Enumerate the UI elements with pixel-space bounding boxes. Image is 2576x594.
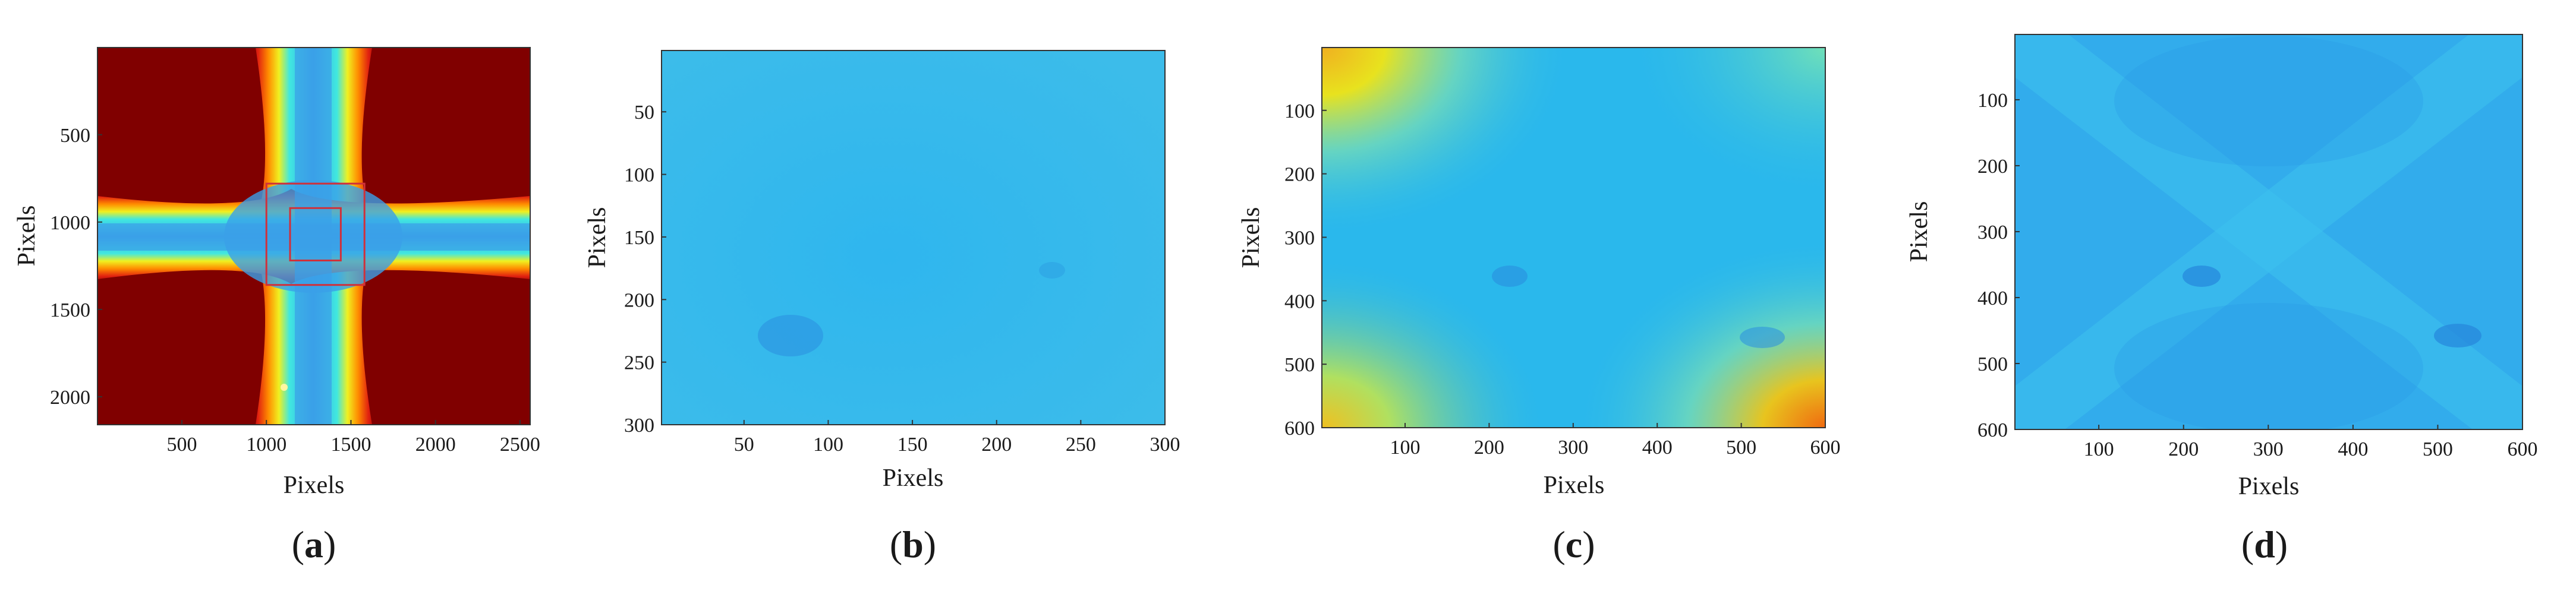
chart-c-svg: 100 200 300 400 500 600 100 200 300 400 500 600 Pi… bbox=[1237, 47, 1841, 499]
y-tick-label: 250 bbox=[624, 352, 654, 374]
heatmap-c-corner-tr bbox=[1322, 48, 1825, 428]
x-tick-label: 200 bbox=[2168, 438, 2199, 460]
panel-b: 50 100 150 200 250 300 50 100 150 200 250 300 Pixe… bbox=[584, 0, 1224, 594]
heatmap-c-dark-patch-2 bbox=[1740, 327, 1785, 348]
y-axis-label-a: Pixels bbox=[13, 206, 40, 267]
x-axis-label-b: Pixels bbox=[883, 465, 944, 492]
x-tick-label: 600 bbox=[2508, 438, 2538, 460]
heatmap-b bbox=[662, 50, 1165, 425]
y-tick-label: 500 bbox=[1977, 353, 2008, 375]
x-tick-label: 100 bbox=[2084, 438, 2114, 460]
heatmap-d-shade-bottom bbox=[2114, 303, 2423, 429]
y-tick-label: 50 bbox=[634, 102, 654, 124]
x-tick-label: 250 bbox=[1066, 434, 1096, 456]
chart-d-svg: 100 200 300 400 500 600 100 200 300 400 500 600 Pi… bbox=[1906, 34, 2538, 500]
y-tick-label: 500 bbox=[1284, 354, 1315, 376]
x-tick-label: 300 bbox=[1558, 437, 1588, 459]
y-tick-label: 400 bbox=[1977, 287, 2008, 309]
y-tick-label: 200 bbox=[1284, 164, 1315, 186]
y-tick-label: 2000 bbox=[50, 387, 90, 409]
y-tick-label: 300 bbox=[1284, 227, 1315, 249]
x-tick-label: 500 bbox=[1726, 437, 1756, 459]
chart-b-svg: 50 100 150 200 250 300 50 100 150 200 250 300 Pixe… bbox=[584, 50, 1180, 492]
chart-a-svg: 500 1000 1500 2000 2500 500 1000 1500 2000 Pixe… bbox=[13, 47, 540, 499]
y-tick-label: 1000 bbox=[50, 212, 90, 234]
x-tick-label: 400 bbox=[2338, 438, 2368, 460]
heatmap-d-shade-top bbox=[2114, 36, 2423, 166]
x-ticks-b: 50 100 150 200 250 300 bbox=[734, 420, 1180, 456]
y-ticks-c: 100 200 300 400 500 600 bbox=[1284, 100, 1327, 440]
x-tick-label: 500 bbox=[166, 434, 197, 456]
heatmap-d-dark-patch bbox=[2183, 266, 2221, 287]
y-tick-label: 150 bbox=[624, 227, 654, 249]
y-tick-label: 100 bbox=[624, 165, 654, 187]
y-tick-label: 1500 bbox=[50, 299, 90, 321]
x-tick-label: 400 bbox=[1642, 437, 1673, 459]
y-tick-label: 200 bbox=[624, 289, 654, 311]
plot-frame-a bbox=[97, 47, 531, 425]
panel-c: 100 200 300 400 500 600 100 200 300 400 500 600 Pi… bbox=[1224, 0, 1890, 594]
caption-c: (c) bbox=[1552, 523, 1595, 565]
y-tick-label: 400 bbox=[1284, 290, 1315, 312]
y-axis-label-d: Pixels bbox=[1906, 201, 1933, 263]
annotations-a bbox=[265, 182, 366, 286]
heatmap-b-dark-patch bbox=[758, 315, 823, 356]
panel-a: 500 1000 1500 2000 2500 500 1000 1500 2000 Pixe… bbox=[0, 0, 594, 594]
y-tick-label: 500 bbox=[60, 125, 90, 147]
x-tick-label: 1000 bbox=[246, 434, 286, 456]
heatmap-b-dark-patch-2 bbox=[1039, 262, 1065, 279]
x-ticks-d: 100 200 300 400 500 600 bbox=[2084, 425, 2538, 460]
heatmap-d-dark-patch-2 bbox=[2434, 324, 2481, 347]
y-tick-label: 600 bbox=[1284, 418, 1315, 440]
panel-d: 100 200 300 400 500 600 100 200 300 400 500 600 Pi… bbox=[1890, 0, 2576, 594]
x-axis-label-d: Pixels bbox=[2238, 473, 2300, 500]
caption-d: (d) bbox=[2241, 523, 2288, 565]
heatmap-a-core-h bbox=[97, 223, 530, 251]
x-tick-label: 100 bbox=[813, 434, 843, 456]
y-tick-label: 100 bbox=[1284, 100, 1315, 122]
x-tick-label: 150 bbox=[897, 434, 928, 456]
x-tick-label: 300 bbox=[2253, 438, 2284, 460]
y-ticks-b: 50 100 150 200 250 300 bbox=[624, 102, 666, 437]
y-tick-label: 300 bbox=[1977, 222, 2008, 244]
x-tick-label: 50 bbox=[734, 434, 754, 456]
plot-frame-b bbox=[661, 50, 1166, 425]
y-ticks-a: 500 1000 1500 2000 bbox=[50, 125, 102, 409]
heatmap-a-spot bbox=[281, 384, 288, 391]
caption-b: (b) bbox=[889, 523, 937, 565]
x-tick-label: 100 bbox=[1390, 437, 1420, 459]
roi-rectangle bbox=[289, 207, 342, 262]
x-tick-label: 200 bbox=[981, 434, 1012, 456]
x-tick-label: 300 bbox=[1150, 434, 1180, 456]
x-tick-label: 200 bbox=[1474, 437, 1504, 459]
y-ticks-d: 100 200 300 400 500 600 bbox=[1977, 90, 2020, 441]
x-tick-label: 2500 bbox=[500, 434, 540, 456]
y-axis-label-c: Pixels bbox=[1237, 207, 1265, 268]
roi-rectangle bbox=[265, 182, 366, 286]
y-tick-label: 300 bbox=[624, 415, 654, 437]
x-tick-label: 600 bbox=[1810, 437, 1841, 459]
x-tick-label: 1500 bbox=[330, 434, 371, 456]
caption-a: (a) bbox=[291, 523, 336, 565]
y-tick-label: 100 bbox=[1977, 90, 2008, 112]
heatmap-c-dark-patch bbox=[1492, 266, 1528, 287]
y-axis-label-b: Pixels bbox=[584, 207, 611, 268]
y-tick-label: 200 bbox=[1977, 156, 2008, 178]
x-axis-label-c: Pixels bbox=[1544, 472, 1605, 499]
x-axis-label-a: Pixels bbox=[284, 472, 345, 499]
heatmap-d-band-2 bbox=[2015, 34, 2523, 429]
x-tick-label: 500 bbox=[2423, 438, 2453, 460]
x-ticks-a: 500 1000 1500 2000 2500 bbox=[166, 420, 540, 456]
y-tick-label: 600 bbox=[1977, 419, 2008, 441]
x-tick-label: 2000 bbox=[415, 434, 456, 456]
x-ticks-c: 100 200 300 400 500 600 bbox=[1390, 423, 1841, 459]
